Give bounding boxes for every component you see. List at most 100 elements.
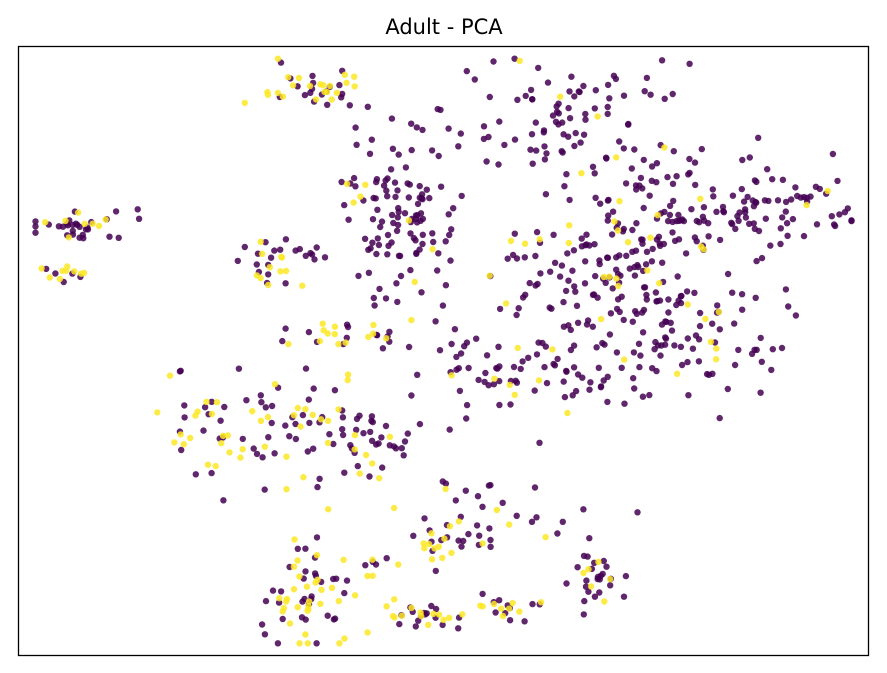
scatter-point: [665, 296, 672, 303]
scatter-point: [589, 323, 596, 330]
scatter-point: [102, 216, 109, 223]
scatter-point: [386, 433, 394, 440]
scatter-point: [677, 299, 685, 307]
scatter-point: [758, 358, 765, 365]
scatter-point: [715, 308, 722, 316]
scatter-point: [429, 230, 436, 237]
scatter-point: [473, 335, 480, 342]
scatter-point: [562, 287, 570, 295]
scatter-point: [643, 291, 650, 299]
scatter-point: [683, 288, 691, 295]
scatter-point: [416, 182, 423, 190]
scatter-point: [586, 535, 593, 542]
scatter-point: [779, 176, 787, 183]
scatter-point: [341, 201, 348, 209]
scatter-point: [591, 593, 599, 600]
scatter-point: [316, 337, 324, 345]
scatter-point: [379, 345, 387, 352]
scatter-point: [351, 446, 358, 453]
scatter-point: [292, 435, 300, 443]
scatter-point: [651, 346, 658, 353]
scatter-point: [224, 432, 231, 439]
scatter-point: [442, 282, 450, 289]
scatter-point: [429, 246, 436, 253]
scatter-point: [383, 335, 390, 342]
scatter-point: [302, 568, 309, 575]
scatter-point: [587, 583, 595, 590]
scatter-point: [735, 346, 742, 354]
scatter-point: [582, 110, 589, 118]
scatter-point: [328, 584, 336, 591]
scatter-point: [383, 187, 390, 194]
scatter-point: [418, 191, 426, 198]
scatter-point: [446, 614, 453, 621]
scatter-point: [640, 204, 647, 212]
scatter-point: [397, 272, 405, 280]
scatter-point: [378, 218, 386, 225]
scatter-point: [533, 147, 540, 154]
scatter-point: [376, 285, 383, 293]
scatter-point: [416, 420, 424, 428]
scatter-point: [262, 404, 269, 411]
scatter-point: [313, 244, 320, 251]
scatter-point: [532, 252, 539, 260]
scatter-point: [506, 521, 513, 528]
scatter-point: [561, 393, 569, 401]
scatter-point: [739, 156, 746, 164]
scatter-point: [597, 315, 605, 323]
scatter-point: [456, 387, 464, 395]
scatter-point: [276, 595, 283, 602]
scatter-point: [171, 439, 178, 446]
scatter-point: [353, 141, 360, 148]
scatter-point: [769, 176, 776, 183]
scatter-point: [609, 208, 617, 215]
scatter-point: [542, 533, 549, 541]
scatter-point: [200, 427, 207, 434]
scatter-point: [610, 72, 618, 80]
scatter-point: [262, 239, 269, 246]
scatter-point: [352, 183, 359, 190]
scatter-point: [283, 595, 291, 603]
scatter-point: [620, 593, 628, 600]
scatter-point: [307, 89, 314, 97]
scatter-point: [697, 195, 704, 202]
scatter-point: [201, 404, 209, 411]
scatter-point: [604, 103, 611, 111]
scatter-point: [395, 561, 402, 568]
scatter-point: [544, 79, 552, 86]
scatter-point: [578, 170, 585, 177]
scatter-point: [495, 343, 502, 350]
scatter-point: [551, 259, 559, 266]
scatter-point: [440, 616, 447, 623]
scatter-point: [221, 403, 228, 411]
scatter-point: [742, 214, 750, 221]
scatter-point: [282, 236, 290, 243]
scatter-point: [290, 412, 298, 419]
scatter-point: [561, 183, 568, 190]
scatter-point: [425, 621, 432, 629]
scatter-point: [583, 231, 590, 238]
scatter-point: [568, 73, 575, 80]
scatter-point: [434, 267, 441, 274]
scatter-point: [550, 360, 557, 368]
scatter-point: [705, 220, 712, 227]
scatter-point: [686, 60, 693, 67]
scatter-point: [59, 267, 66, 274]
scatter-point: [267, 254, 275, 261]
scatter-point: [761, 197, 769, 204]
scatter-point: [192, 471, 199, 478]
scatter-point: [594, 294, 601, 301]
scatter-point: [463, 67, 470, 75]
scatter-point: [639, 236, 646, 243]
scatter-point: [394, 214, 401, 221]
scatter-point: [597, 384, 605, 391]
scatter-point: [605, 212, 612, 219]
scatter-point: [691, 159, 699, 166]
scatter-point: [366, 473, 373, 480]
scatter-point: [324, 612, 331, 619]
scatter-point: [565, 133, 572, 140]
scatter-point: [344, 376, 351, 384]
scatter-point: [487, 536, 494, 544]
scatter-point: [459, 611, 466, 618]
scatter-point: [543, 150, 550, 157]
